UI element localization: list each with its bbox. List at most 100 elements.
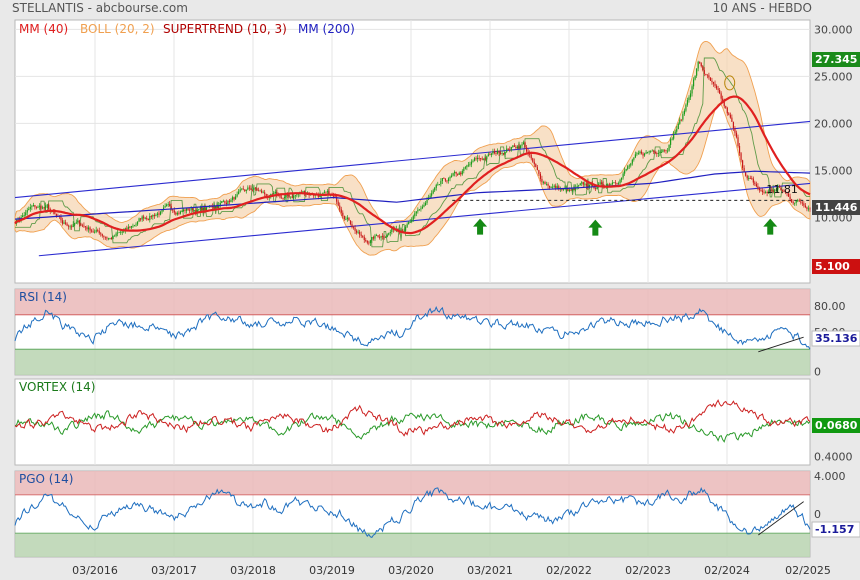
candle-body — [764, 192, 767, 193]
candle-body — [501, 153, 503, 155]
candle-body — [706, 74, 708, 76]
candle-body — [674, 131, 676, 134]
candle-body — [628, 165, 630, 167]
candle-body — [509, 149, 511, 151]
candle-body — [205, 207, 208, 211]
candle-body — [699, 61, 701, 64]
candle-body — [432, 190, 434, 194]
candle-body — [362, 235, 364, 237]
candle-body — [481, 158, 483, 160]
candle-body — [555, 185, 557, 188]
candle-body — [807, 208, 810, 210]
candle-body — [703, 70, 705, 74]
candle-body — [573, 189, 575, 190]
candle-body — [692, 79, 695, 87]
candle-body — [506, 148, 508, 152]
candle-body — [731, 117, 733, 122]
candle-body — [452, 173, 454, 176]
candle-body — [435, 184, 437, 188]
candle-body — [377, 235, 379, 237]
candle-body — [25, 212, 27, 216]
candle-body — [26, 210, 28, 213]
rsi-overbought-zone — [15, 289, 810, 315]
candle-body — [738, 146, 741, 154]
candle-body — [421, 206, 424, 209]
candle-body — [345, 219, 347, 220]
candle-body — [133, 225, 136, 227]
candle-body — [496, 150, 499, 154]
candle-body — [463, 168, 465, 171]
candle-body — [351, 224, 353, 228]
x-axis-label: 03/2018 — [230, 564, 276, 577]
x-axis-label: 03/2021 — [467, 564, 513, 577]
pgo-axis-label: 4.000 — [814, 470, 846, 483]
candle-body — [518, 146, 520, 149]
candle-body — [368, 242, 370, 244]
candle-body — [355, 230, 358, 233]
candle-body — [391, 228, 393, 232]
x-axis-label: 02/2024 — [704, 564, 750, 577]
candle-body — [158, 213, 160, 215]
candle-body — [526, 147, 528, 152]
candle-body — [499, 152, 502, 154]
x-axis-label: 03/2020 — [388, 564, 434, 577]
candle-body — [568, 189, 571, 192]
candle-body — [792, 201, 794, 204]
candle-body — [181, 211, 183, 212]
candle-body — [803, 203, 805, 206]
candle-body — [274, 191, 277, 194]
candle-body — [319, 195, 321, 197]
candle-body — [720, 93, 722, 99]
candle-body — [665, 150, 667, 152]
candle-body — [478, 157, 480, 159]
candle-body — [542, 182, 545, 183]
candle-body — [758, 188, 761, 191]
candle-body — [637, 153, 640, 154]
candle-body — [359, 231, 361, 235]
candle-body — [23, 215, 25, 216]
rsi-axis-label: 0 — [814, 366, 821, 379]
candle-body — [118, 231, 120, 233]
candle-body — [797, 200, 799, 202]
candle-body — [155, 215, 157, 216]
candle-body — [302, 191, 304, 193]
candle-body — [325, 191, 327, 193]
candle-body — [239, 189, 241, 192]
candle-body — [700, 63, 702, 67]
candle-body — [162, 207, 165, 210]
candle-body — [705, 73, 707, 75]
candle-body — [363, 236, 365, 240]
candle-body — [257, 190, 260, 192]
candle-body — [348, 217, 350, 221]
candle-body — [107, 238, 110, 240]
candle-body — [153, 214, 155, 216]
candle-body — [694, 75, 696, 80]
candle-body — [172, 209, 174, 211]
candle-body — [193, 210, 195, 211]
candle-body — [241, 188, 243, 190]
candle-body — [276, 191, 278, 195]
candle-body — [273, 193, 275, 195]
rsi-value-label: 35.136 — [815, 332, 858, 345]
candle-body — [215, 206, 217, 208]
vortex-minus-line — [14, 399, 811, 437]
candle-body — [72, 224, 74, 228]
channel-lower-line — [38, 182, 811, 257]
candle-body — [149, 216, 151, 221]
candle-body — [340, 209, 342, 213]
candle-body — [679, 119, 681, 124]
candle-body — [676, 129, 678, 132]
candle-body — [516, 146, 519, 149]
candle-body — [533, 161, 535, 165]
candle-body — [515, 146, 517, 149]
candle-body — [490, 153, 492, 155]
candle-body — [100, 233, 102, 235]
candle-body — [343, 215, 345, 220]
candle-body — [256, 188, 258, 191]
candle-body — [443, 178, 445, 179]
candle-body — [101, 234, 103, 236]
candle-body — [754, 182, 756, 185]
candle-body — [120, 231, 122, 233]
rsi-title: RSI (14) — [19, 290, 67, 304]
candle-body — [806, 207, 808, 210]
